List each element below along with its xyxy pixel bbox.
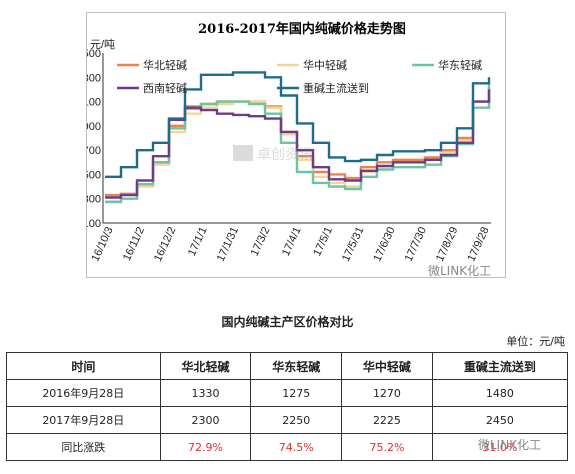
x-tick-label: 17/5/31	[340, 225, 366, 263]
y-tick-label: 1500	[87, 169, 101, 181]
price-comparison-table: 时间 华北轻碱 华东轻碱 华中轻碱 重碱主流送到 2016年9月28日 1330…	[6, 352, 569, 461]
table-cell: 1275	[250, 379, 343, 407]
table-cell: 2225	[341, 406, 433, 434]
y-tick-label: 2300	[87, 72, 101, 84]
table-row: 2016年9月28日 1330 1275 1270 1480	[6, 379, 569, 407]
table-cell: 2250	[250, 406, 343, 434]
x-tick-label: 17/1/31	[215, 225, 241, 263]
table-row: 2017年9月28日 2300 2250 2225 2450	[6, 406, 569, 434]
chart-title: 2016-2017年国内纯碱价格走势图	[198, 21, 406, 37]
table-cell: 2016年9月28日	[6, 379, 161, 407]
table-cell: 75.2%	[341, 433, 433, 461]
legend-label: 华北轻碱	[143, 58, 187, 72]
table-cell: 72.9%	[159, 433, 252, 461]
header-east: 华东轻碱	[250, 352, 343, 380]
table-cell: 1330	[159, 379, 252, 407]
watermark-table: 微LINK化工	[478, 438, 542, 452]
y-tick-label: 2500	[87, 48, 101, 60]
header-north: 华北轻碱	[159, 352, 252, 380]
x-tick-label: 16/10/3	[89, 225, 115, 263]
y-tick-label: 1100	[87, 218, 101, 230]
svg-text:卓创资讯: 卓创资讯	[257, 147, 313, 163]
x-tick-label: 17/9/28	[465, 225, 491, 263]
table-row: 同比涨跌 72.9% 74.5% 75.2% 31.0%	[6, 433, 569, 461]
chart-frame: 2016-2017年国内纯碱价格走势图 元/吨 华北轻碱 华中轻碱 华东轻碱西南轻碱…	[86, 12, 506, 278]
table-cell: 同比涨跌	[6, 433, 161, 461]
table-cell: 1270	[341, 379, 433, 407]
unit-label: 单位：元/吨	[506, 335, 565, 348]
x-tick-label: 17/1/1	[186, 225, 210, 258]
y-tick-label: 2100	[87, 97, 101, 109]
table-cell: 1480	[431, 379, 569, 407]
header-heavy: 重碱主流送到	[431, 352, 569, 380]
x-tick-label: 17/3/2	[249, 225, 273, 258]
table-cell: 2017年9月28日	[6, 406, 161, 434]
table-header-row: 时间 华北轻碱 华东轻碱 华中轻碱 重碱主流送到	[6, 352, 569, 380]
legend-label: 重碱主流送到	[303, 81, 369, 95]
table-cell: 2450	[431, 406, 569, 434]
table-cell: 2300	[159, 406, 252, 434]
x-tick-label: 17/6/30	[371, 225, 397, 263]
series-line	[105, 71, 491, 179]
table-cell: 74.5%	[250, 433, 343, 461]
y-tick-label: 1900	[87, 121, 101, 133]
header-time: 时间	[6, 352, 161, 380]
table-cell: 31.0%	[431, 433, 569, 461]
x-tick-label: 16/12/2	[152, 225, 178, 263]
logo-watermark: 卓创资讯	[233, 145, 313, 163]
watermark-chart: 微LINK化工	[428, 264, 492, 278]
y-axis-label: 元/吨	[90, 38, 115, 51]
legend-label: 华中轻碱	[303, 58, 347, 72]
line-chart: 2016-2017年国内纯碱价格走势图 元/吨 华北轻碱 华中轻碱 华东轻碱西南轻碱…	[87, 21, 492, 264]
x-tick-label: 17/8/29	[434, 225, 460, 263]
legend-label: 华东轻碱	[438, 58, 482, 72]
x-tick-label: 17/5/1	[311, 225, 335, 258]
axes	[102, 53, 491, 224]
x-tick-label: 17/4/1	[280, 225, 304, 258]
y-tick-label: 1300	[87, 194, 101, 206]
y-tick-label: 1700	[87, 145, 101, 157]
table-title: 国内纯碱主产区价格对比	[221, 315, 354, 329]
x-tick-label: 17/7/30	[403, 225, 429, 263]
x-tick-label: 16/11/2	[121, 225, 147, 263]
legend-label: 西南轻碱	[143, 81, 187, 95]
header-central: 华中轻碱	[341, 352, 433, 380]
